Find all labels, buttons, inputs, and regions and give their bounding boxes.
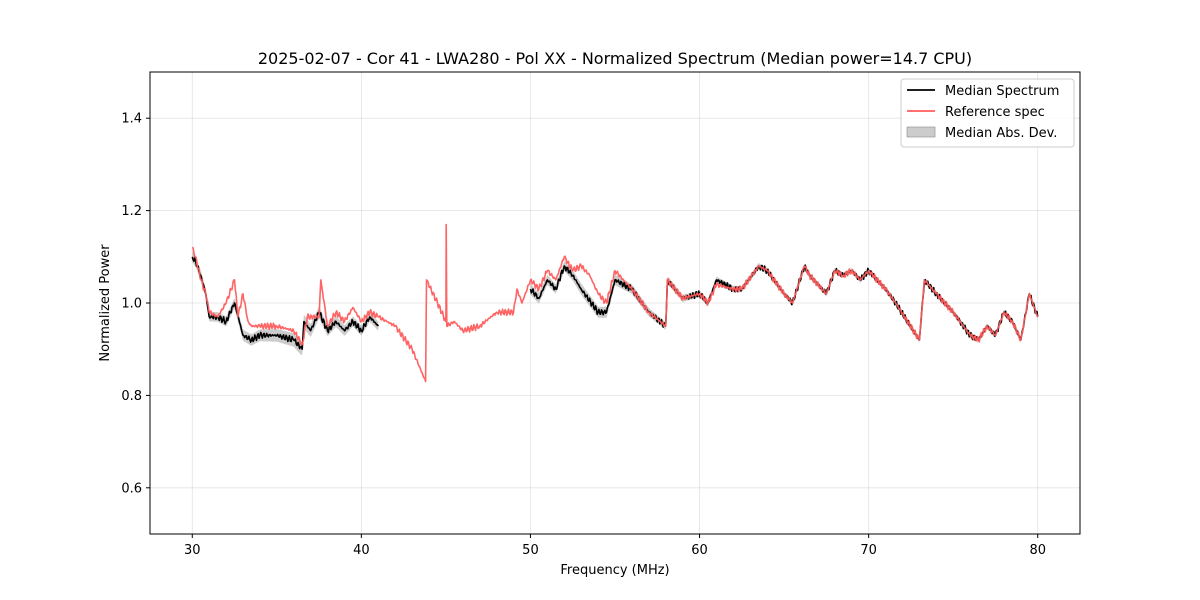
x-tick-label: 50 [522,543,539,558]
x-tick-label: 30 [184,543,201,558]
x-axis-label: Frequency (MHz) [560,563,669,578]
reference-spec-line [192,223,1039,383]
x-tick-label: 80 [1029,543,1046,558]
y-tick-label: 0.6 [121,481,142,496]
y-tick-label: 1.2 [121,204,142,219]
legend-mad-swatch [906,126,936,138]
axis-ticks: 30 40 50 60 70 80 0.6 0.8 1.0 1.2 1.4 [121,112,1046,558]
mad-band-segment [192,251,379,356]
legend-mad-label: Median Abs. Dev. [945,126,1057,141]
chart-title: 2025-02-07 - Cor 41 - LWA280 - Pol XX - … [258,49,972,68]
median-spectrum-line [191,256,379,350]
legend: Median Spectrum Reference spec Median Ab… [900,78,1075,148]
legend-median-label: Median Spectrum [945,84,1059,99]
legend-reference-label: Reference spec [945,105,1045,120]
legend-box [900,78,1075,148]
grid [150,72,1080,534]
x-tick-label: 70 [860,543,877,558]
y-axis-label: Normalized Power [98,244,113,362]
y-tick-label: 1.0 [121,297,142,312]
y-tick-label: 0.8 [121,389,142,404]
x-tick-label: 60 [691,543,708,558]
y-tick-label: 1.4 [121,112,142,127]
series-lines [191,223,1039,383]
x-tick-label: 40 [353,543,370,558]
